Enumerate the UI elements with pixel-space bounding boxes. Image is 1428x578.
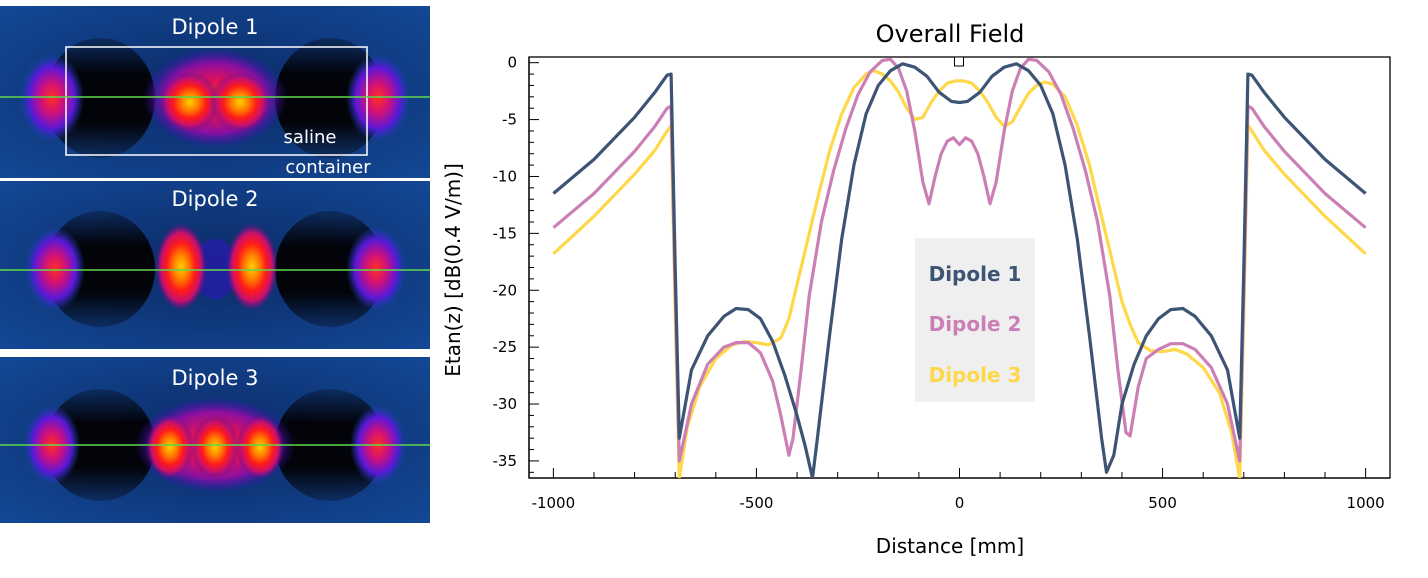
hotspot-3: [236, 415, 284, 479]
y-tick-label: -25: [493, 338, 518, 356]
legend: Dipole 1 Dipole 2 Dipole 3: [915, 238, 1035, 402]
y-tick-label: 0: [507, 54, 517, 72]
chart-title: Overall Field: [876, 20, 1025, 48]
y-axis-title: Etan(z) [dB(0.4 V/m)]: [441, 163, 465, 377]
saline-label: saline: [284, 127, 337, 148]
legend-entry-dipole-3: Dipole 3: [929, 363, 1022, 387]
x-axis-title: Distance [mm]: [876, 534, 1024, 558]
y-tick-label: -10: [493, 167, 518, 185]
hotspot-left: [160, 72, 220, 132]
x-tick-label: 0: [955, 494, 965, 512]
heatmap-panel-dipole-1: Dipole 1 saline container: [0, 6, 430, 178]
panel-title: Dipole 1: [172, 15, 259, 39]
x-tick-label: 500: [1148, 494, 1177, 512]
hotspot-right: [226, 223, 278, 311]
y-tick-label: -20: [493, 281, 518, 299]
edge-glow-left: [25, 227, 85, 311]
edge-glow-right: [346, 227, 406, 311]
saline-container-outline: [65, 46, 368, 156]
legend-entry-dipole-2: Dipole 2: [929, 312, 1022, 336]
legend-entry-dipole-1: Dipole 1: [929, 262, 1022, 286]
y-tick-label: -5: [502, 111, 517, 129]
container-label: container: [285, 157, 371, 178]
series-line-dipole-1: [552, 62, 1367, 478]
series-line-dipole-2: [552, 57, 1367, 463]
hotspot-1: [146, 415, 194, 479]
plot-area: -1000 -500 0 500 1000 0 -5 -10 -15 -20 -25 -30 -35: [493, 54, 1391, 512]
y-tick-label: -30: [493, 395, 518, 413]
hotspot-left: [155, 223, 207, 311]
legend-background: [915, 238, 1035, 402]
panel-title: Dipole 3: [172, 366, 259, 390]
heatmap-panels: Dipole 1 saline container Dipole 2 Dipol…: [0, 6, 430, 523]
cursor-marker: [954, 56, 964, 67]
heatmap-panel-dipole-3: Dipole 3: [0, 357, 430, 523]
y-tick-label: -35: [493, 452, 518, 470]
panel-title: Dipole 2: [172, 187, 259, 211]
hotspot-2: [191, 415, 239, 479]
heatmap-panel-dipole-2: Dipole 2: [0, 181, 430, 349]
edge-glow-right: [346, 54, 410, 142]
x-tick-label: 1000: [1347, 494, 1385, 512]
y-tick-label: -15: [493, 224, 518, 242]
x-tick-label: -1000: [532, 494, 576, 512]
overall-field-chart: Overall Field Dipole 1 Dipole 2 Dipole 3…: [441, 20, 1391, 558]
hotspot-right: [210, 72, 270, 132]
edge-glow-left: [20, 54, 84, 142]
x-tick-label: -500: [739, 494, 773, 512]
